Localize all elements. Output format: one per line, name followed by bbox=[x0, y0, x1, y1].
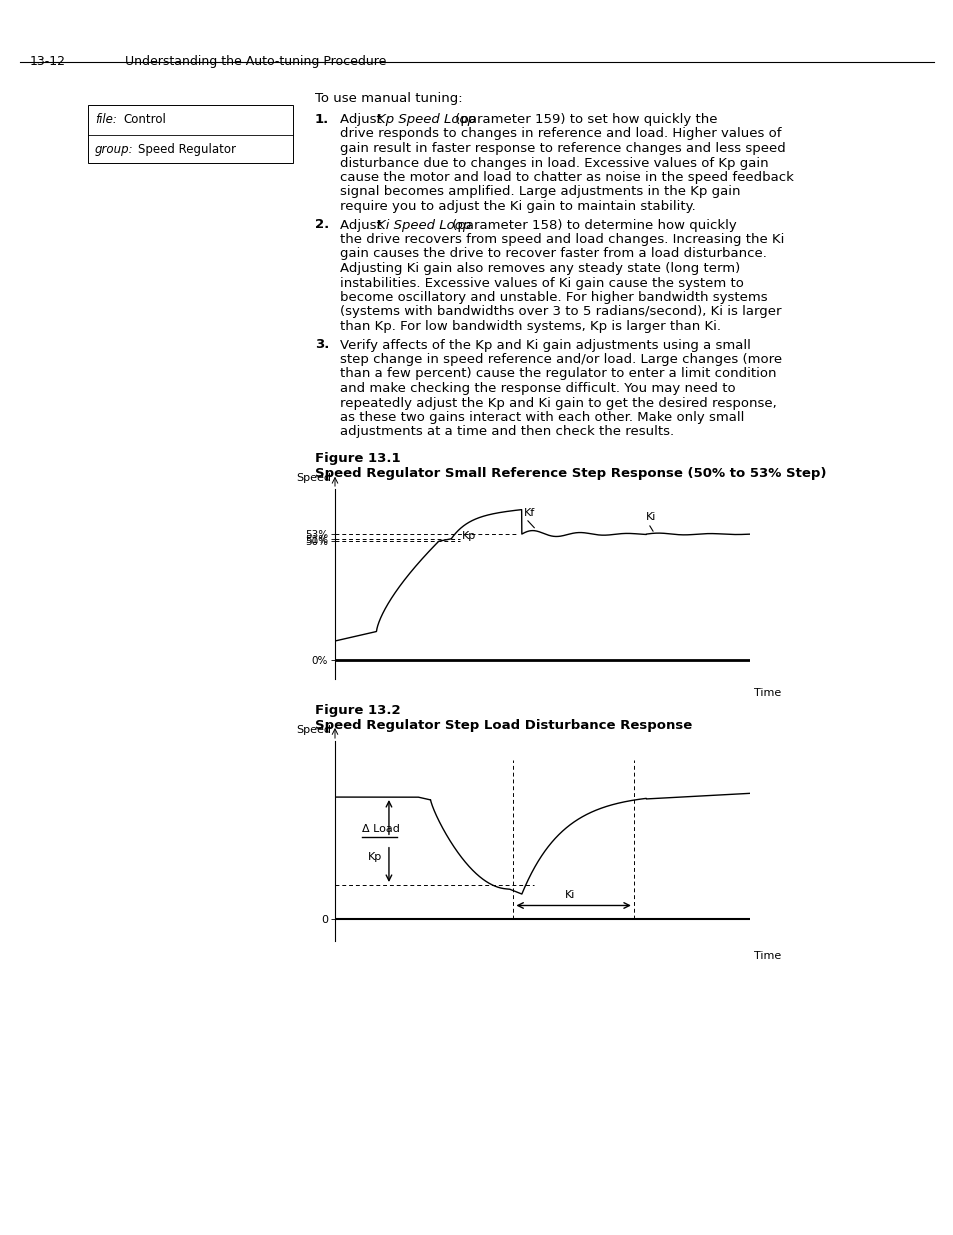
Text: Adjust: Adjust bbox=[339, 112, 386, 126]
Text: Speed: Speed bbox=[295, 473, 331, 483]
Text: Kp Speed Loop: Kp Speed Loop bbox=[376, 112, 476, 126]
Text: Ki: Ki bbox=[645, 511, 656, 521]
Text: step change in speed reference and/or load. Large changes (more: step change in speed reference and/or lo… bbox=[339, 353, 781, 366]
Text: require you to adjust the Ki gain to maintain stability.: require you to adjust the Ki gain to mai… bbox=[339, 200, 695, 212]
Bar bbox=[88, 105, 293, 163]
Text: than Kp. For low bandwidth systems, Kp is larger than Ki.: than Kp. For low bandwidth systems, Kp i… bbox=[339, 320, 720, 333]
Text: 2.: 2. bbox=[314, 219, 329, 231]
Text: Speed Regulator Small Reference Step Response (50% to 53% Step): Speed Regulator Small Reference Step Res… bbox=[314, 467, 825, 479]
Text: disturbance due to changes in load. Excessive values of Kp gain: disturbance due to changes in load. Exce… bbox=[339, 157, 768, 169]
Text: Speed Regulator Step Load Disturbance Response: Speed Regulator Step Load Disturbance Re… bbox=[314, 719, 692, 731]
Text: (parameter 158) to determine how quickly: (parameter 158) to determine how quickly bbox=[448, 219, 736, 231]
Text: Time: Time bbox=[754, 688, 781, 699]
Text: Kp: Kp bbox=[461, 531, 476, 541]
Text: (parameter 159) to set how quickly the: (parameter 159) to set how quickly the bbox=[451, 112, 717, 126]
Text: adjustments at a time and then check the results.: adjustments at a time and then check the… bbox=[339, 426, 674, 438]
Text: gain causes the drive to recover faster from a load disturbance.: gain causes the drive to recover faster … bbox=[339, 247, 766, 261]
Text: Adjusting Ki gain also removes any steady state (long term): Adjusting Ki gain also removes any stead… bbox=[339, 262, 740, 275]
Text: Control: Control bbox=[123, 112, 166, 126]
Text: the drive recovers from speed and load changes. Increasing the Ki: the drive recovers from speed and load c… bbox=[339, 233, 783, 246]
Text: drive responds to changes in reference and load. Higher values of: drive responds to changes in reference a… bbox=[339, 127, 781, 141]
Text: Adjust: Adjust bbox=[339, 219, 386, 231]
Text: and make checking the response difficult. You may need to: and make checking the response difficult… bbox=[339, 382, 735, 395]
Text: Figure 13.2: Figure 13.2 bbox=[314, 704, 400, 718]
Text: instabilities. Excessive values of Ki gain cause the system to: instabilities. Excessive values of Ki ga… bbox=[339, 277, 743, 289]
Text: Δ Load: Δ Load bbox=[361, 824, 399, 834]
Text: Kf: Kf bbox=[523, 508, 535, 517]
Text: Verify affects of the Kp and Ki gain adjustments using a small: Verify affects of the Kp and Ki gain adj… bbox=[339, 338, 750, 352]
Text: repeatedly adjust the Kp and Ki gain to get the desired response,: repeatedly adjust the Kp and Ki gain to … bbox=[339, 396, 776, 410]
Text: gain result in faster response to reference changes and less speed: gain result in faster response to refere… bbox=[339, 142, 785, 156]
Text: To use manual tuning:: To use manual tuning: bbox=[314, 91, 462, 105]
Text: Understanding the Auto-tuning Procedure: Understanding the Auto-tuning Procedure bbox=[125, 56, 386, 68]
Text: (systems with bandwidths over 3 to 5 radians/second), Ki is larger: (systems with bandwidths over 3 to 5 rad… bbox=[339, 305, 781, 319]
Text: file:: file: bbox=[95, 112, 117, 126]
Text: Speed: Speed bbox=[295, 725, 331, 735]
Text: 3.: 3. bbox=[314, 338, 329, 352]
Text: than a few percent) cause the regulator to enter a limit condition: than a few percent) cause the regulator … bbox=[339, 368, 776, 380]
Text: Speed Regulator: Speed Regulator bbox=[138, 143, 235, 156]
Text: cause the motor and load to chatter as noise in the speed feedback: cause the motor and load to chatter as n… bbox=[339, 170, 793, 184]
Text: Time: Time bbox=[754, 951, 781, 961]
Text: 1.: 1. bbox=[314, 112, 329, 126]
Text: Ki Speed Loop: Ki Speed Loop bbox=[376, 219, 471, 231]
Text: 13-12: 13-12 bbox=[30, 56, 66, 68]
Text: Figure 13.1: Figure 13.1 bbox=[314, 452, 400, 466]
Text: group:: group: bbox=[95, 143, 133, 156]
Text: Ki: Ki bbox=[565, 890, 575, 900]
Text: Kp: Kp bbox=[368, 852, 382, 862]
Text: become oscillatory and unstable. For higher bandwidth systems: become oscillatory and unstable. For hig… bbox=[339, 291, 767, 304]
Text: signal becomes amplified. Large adjustments in the Kp gain: signal becomes amplified. Large adjustme… bbox=[339, 185, 740, 199]
Text: as these two gains interact with each other. Make only small: as these two gains interact with each ot… bbox=[339, 411, 743, 424]
